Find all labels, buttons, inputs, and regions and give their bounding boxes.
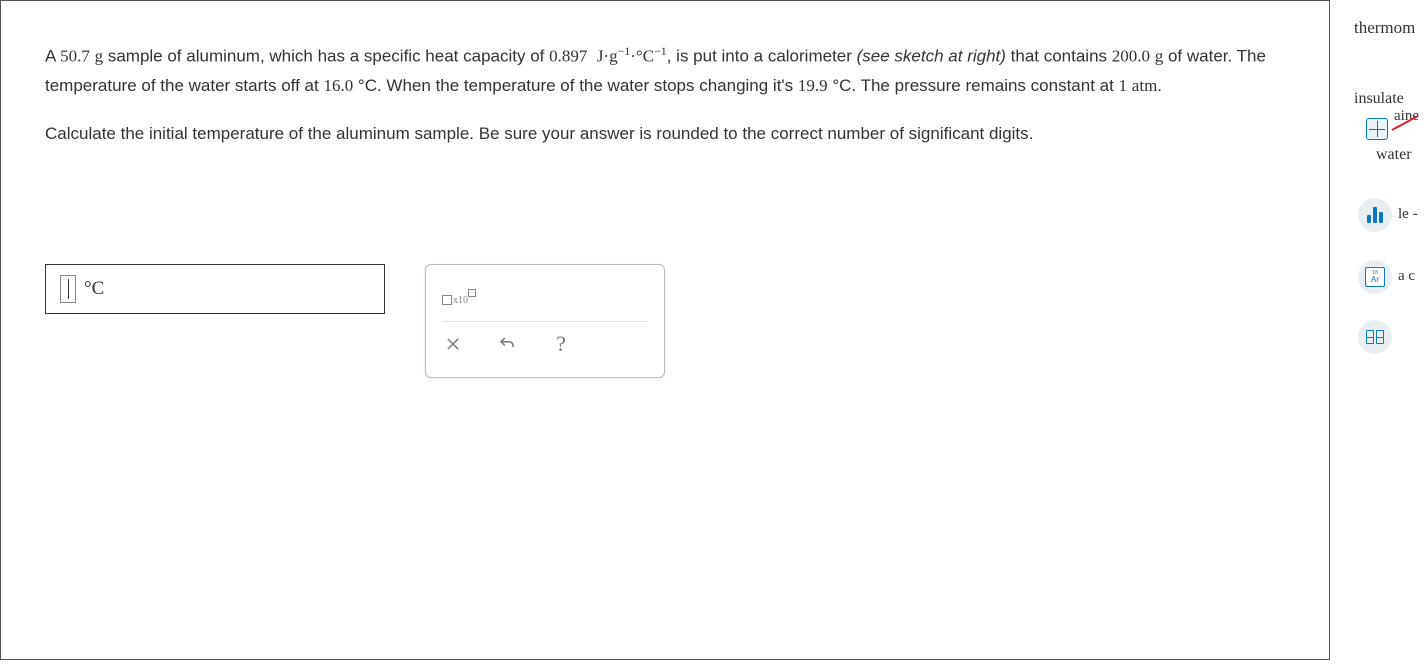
- placeholder-box-icon: [468, 289, 476, 297]
- answer-input-box[interactable]: °C: [45, 264, 385, 314]
- answer-row: °C x10 ?: [45, 264, 1285, 378]
- label-insulate: insulate: [1354, 90, 1404, 108]
- chart-tool-button[interactable]: [1358, 198, 1392, 232]
- text: , is put into a calorimeter: [667, 47, 857, 66]
- calculator-icon[interactable]: [1366, 118, 1388, 140]
- label-water: water: [1376, 146, 1412, 164]
- x-icon: [444, 335, 462, 353]
- answer-unit: °C: [84, 278, 104, 300]
- unit: g: [95, 47, 104, 66]
- exponent: −1: [654, 44, 667, 58]
- problem-paragraph-2: Calculate the initial temperature of the…: [45, 119, 1285, 149]
- unit: ·°C: [630, 47, 654, 66]
- help-button[interactable]: ?: [550, 333, 572, 355]
- x10-label: x10: [453, 295, 468, 306]
- undo-button[interactable]: [496, 333, 518, 355]
- problem-text: A 50.7 g sample of aluminum, which has a…: [45, 41, 1285, 149]
- sketch-title: thermom: [1354, 18, 1415, 38]
- text: A: [45, 47, 60, 66]
- text: sample of aluminum, which has a specific…: [103, 47, 549, 66]
- text: °C. The pressure remains constant at: [828, 76, 1119, 95]
- tool-panel: x10 ?: [425, 264, 665, 378]
- text: °C. When the temperature of the water st…: [353, 76, 798, 95]
- text-italic: (see sketch at right): [857, 47, 1006, 66]
- question-mark-icon: ?: [556, 331, 566, 357]
- bar-chart-icon: [1367, 207, 1383, 223]
- unit: J·g: [597, 47, 618, 66]
- unit: g: [1155, 47, 1164, 66]
- value-temp-final: 19.9: [798, 76, 828, 95]
- value-mass-water: 200.0: [1112, 47, 1150, 66]
- glossary-button[interactable]: [1358, 320, 1392, 354]
- unit: atm: [1132, 76, 1158, 95]
- value-specific-heat: 0.897: [549, 47, 587, 66]
- scientific-notation-button[interactable]: x10: [442, 289, 476, 306]
- tool-row-2: ?: [442, 321, 648, 367]
- text: that contains: [1006, 47, 1112, 66]
- exponent: −1: [618, 44, 631, 58]
- label-le: le -: [1398, 206, 1418, 223]
- glossary-icon: [1366, 330, 1384, 344]
- periodic-table-button[interactable]: 18 Ar: [1358, 260, 1392, 294]
- label-ac: a c: [1398, 268, 1415, 285]
- question-panel: A 50.7 g sample of aluminum, which has a…: [0, 0, 1330, 660]
- tool-row-1: x10: [442, 275, 648, 321]
- value-temp-initial: 16.0: [323, 76, 353, 95]
- value-pressure: 1: [1119, 76, 1128, 95]
- clear-button[interactable]: [442, 333, 464, 355]
- value-mass-sample: 50.7: [60, 47, 90, 66]
- answer-input-cursor[interactable]: [60, 275, 76, 303]
- placeholder-box-icon: [442, 295, 452, 305]
- element-symbol: Ar: [1371, 276, 1379, 284]
- right-sidebar: thermom insulate aine water le - 18 Ar a…: [1340, 0, 1424, 668]
- undo-icon: [498, 335, 516, 353]
- problem-paragraph-1: A 50.7 g sample of aluminum, which has a…: [45, 41, 1285, 101]
- red-line-icon: [1390, 112, 1420, 134]
- element-ar-icon: 18 Ar: [1365, 267, 1385, 287]
- text: .: [1157, 76, 1162, 95]
